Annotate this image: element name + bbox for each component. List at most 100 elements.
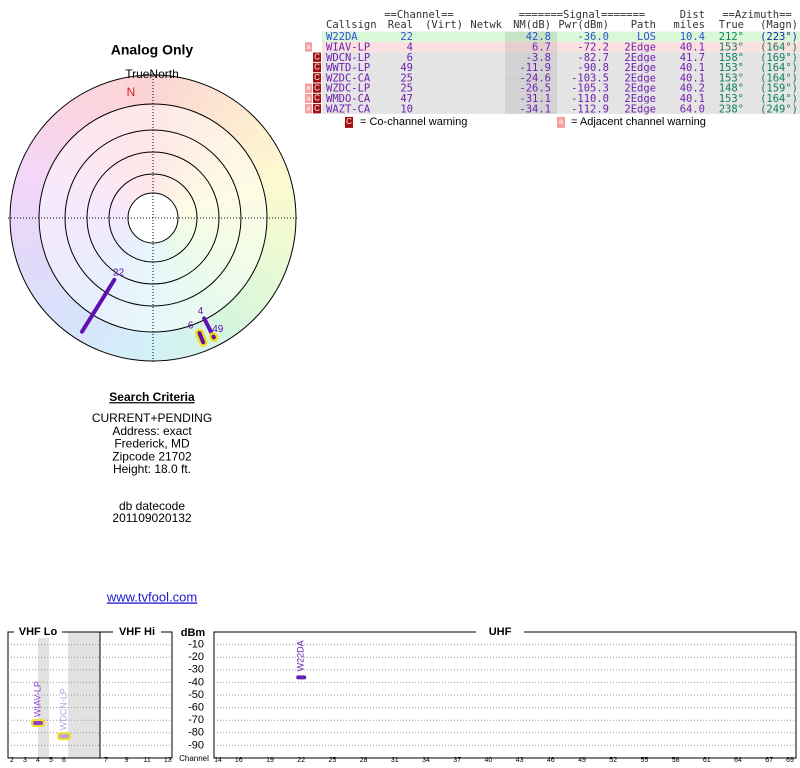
cell-nm: -3.8	[526, 52, 551, 64]
cochannel-icon: C	[314, 94, 320, 103]
x-tick-label: 67	[765, 757, 773, 764]
y-tick-label: -50	[188, 689, 204, 701]
cell-nm: -26.5	[519, 83, 551, 95]
x-tick-label: 4	[36, 757, 40, 764]
row-bg	[322, 72, 800, 83]
cochannel-icon-bg	[313, 104, 321, 114]
cochannel-icon: C	[314, 83, 320, 92]
legend-adj-icon: a	[559, 119, 563, 126]
cell-callsign: WAZT-CA	[326, 103, 371, 115]
cell-callsign: WWTD-LP	[326, 62, 370, 74]
cell-magn: (164°)	[760, 62, 798, 74]
x-tick-label: 2	[10, 757, 14, 764]
x-tick-label: 69	[786, 757, 794, 764]
cell-callsign: WZDC-LP	[326, 83, 370, 95]
y-tick-label: -70	[188, 714, 204, 726]
cell-true: 153°	[719, 93, 744, 105]
signal-bar	[33, 720, 43, 725]
x-tick-label: 49	[578, 757, 586, 764]
cell-path: LOS	[637, 31, 656, 43]
row-bg	[322, 31, 800, 42]
x-tick-label: 40	[485, 757, 493, 764]
band-label: VHF Lo	[19, 626, 58, 638]
x-tick-label: 43	[516, 757, 524, 764]
cell-path: 2Edge	[624, 83, 656, 95]
group-header: ==Azimuth==	[722, 9, 792, 21]
station-label: 4	[198, 306, 204, 317]
cell-nm: 6.7	[532, 41, 551, 53]
bar-label: W22DA	[296, 640, 306, 671]
cell-pwr: -110.0	[571, 93, 609, 105]
cell-path: 2Edge	[624, 62, 656, 74]
x-tick-label: 61	[703, 757, 711, 764]
y-axis-label: dBm	[181, 627, 206, 639]
cell-true: 158°	[719, 52, 744, 64]
cochannel-icon: C	[314, 63, 320, 72]
column-header: Callsign	[326, 19, 377, 31]
legend-co-text: = Co-channel warning	[360, 116, 467, 128]
x-tick-label: 19	[266, 757, 274, 764]
group-header: Dist	[680, 9, 705, 21]
x-tick-label: 25	[329, 757, 337, 764]
y-tick-label: -10	[188, 639, 204, 651]
column-header: (Magn)	[760, 19, 798, 31]
datecode-label: db datecode	[119, 499, 185, 513]
legend-co-bg	[345, 116, 353, 128]
x-tick-label: 9	[125, 757, 129, 764]
cell-dist: 40.1	[680, 41, 705, 53]
x-tick-label: 14	[214, 757, 222, 764]
cell-magn: (164°)	[760, 41, 798, 53]
y-tick-label: -60	[188, 702, 204, 714]
cell-pwr: -103.5	[571, 72, 609, 84]
cell-callsign: WDCN-LP	[326, 52, 370, 64]
cell-pwr: -36.0	[577, 31, 609, 43]
x-tick-label: 58	[672, 757, 680, 764]
cell-nm: -34.1	[519, 103, 551, 115]
cell-real: 47	[400, 93, 413, 105]
cell-pwr: -90.8	[577, 62, 609, 74]
x-tick-label: 64	[734, 757, 742, 764]
x-tick-label: 34	[422, 757, 430, 764]
site-link[interactable]: www.tvfool.com	[106, 589, 197, 604]
cell-path: 2Edge	[624, 41, 656, 53]
adjacent-icon-bg	[305, 104, 312, 114]
row-bg	[322, 83, 800, 94]
cell-pwr: -72.2	[577, 41, 609, 53]
x-tick-label: 11	[144, 757, 151, 764]
criteria-line: CURRENT+PENDING	[92, 411, 212, 425]
signal-bg	[505, 72, 557, 83]
cell-real: 22	[400, 31, 413, 43]
adjacent-icon: a	[307, 95, 311, 102]
station-ray	[197, 331, 206, 345]
cochannel-icon: C	[314, 104, 320, 113]
cell-pwr: -82.7	[577, 52, 609, 64]
x-tick-label: 5	[49, 757, 53, 764]
cell-nm: -11.9	[519, 62, 551, 74]
signal-bg	[505, 31, 557, 42]
group-header: ==Channel==	[384, 9, 454, 21]
cochannel-icon-bg	[313, 93, 321, 104]
cell-callsign: W22DA	[326, 31, 358, 43]
cochannel-icon-bg	[313, 83, 321, 93]
cell-pwr: -105.3	[571, 83, 609, 95]
column-header: NM(dB)	[513, 19, 551, 31]
cell-callsign: WIAV-LP	[326, 41, 370, 53]
cell-dist: 41.7	[680, 52, 705, 64]
cell-true: 238°	[719, 103, 744, 115]
x-tick-label: 16	[235, 757, 243, 764]
adjacent-icon-bg	[305, 42, 312, 52]
station-label: 6	[188, 320, 194, 331]
cell-real: 4	[407, 41, 413, 53]
bar-label: WDCN-LP	[58, 688, 68, 730]
cell-callsign: WMDO-CA	[326, 93, 371, 105]
station-ray	[79, 277, 117, 334]
cell-magn: (223°)	[760, 31, 798, 43]
column-header: True	[719, 19, 744, 31]
group-header: =======Signal=======	[519, 9, 645, 21]
polar-title: Analog Only	[111, 42, 194, 58]
north-letter: N	[127, 85, 136, 99]
x-tick-label: 31	[391, 757, 399, 764]
cell-path: 2Edge	[624, 52, 656, 64]
cell-pwr: -112.9	[571, 103, 609, 115]
cell-magn: (169°)	[760, 52, 798, 64]
